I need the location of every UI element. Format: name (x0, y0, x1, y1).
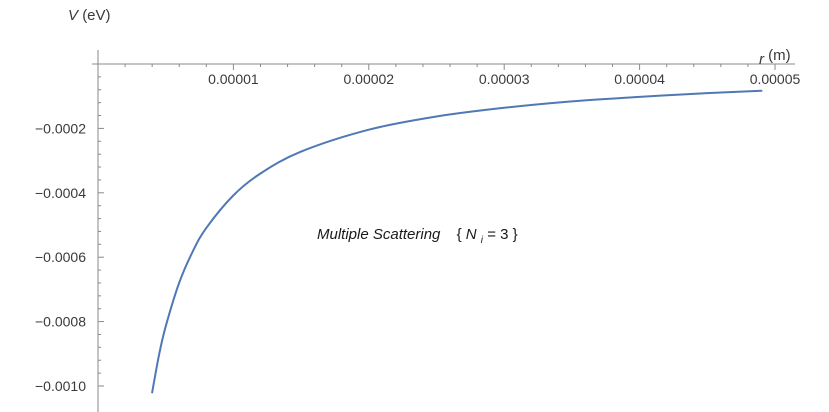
x-tick-labels: 0.00001 0.00002 0.00003 0.00004 0.00005 (208, 71, 800, 87)
y-tick-label: −0.0004 (35, 185, 86, 201)
y-tick-label: −0.0008 (35, 314, 86, 330)
x-tick-label: 0.00004 (614, 71, 665, 87)
x-tick-label: 0.00001 (208, 71, 259, 87)
x-axis: 0.00001 0.00002 0.00003 0.00004 0.00005 (92, 63, 801, 87)
annotation-param-value: 3 (500, 226, 508, 243)
y-axis: −0.0002 −0.0004 −0.0006 −0.0008 −0.0010 (35, 50, 104, 412)
x-axis-symbol: r (759, 51, 765, 68)
y-tick-label: −0.0010 (35, 378, 86, 394)
x-axis-unit: (m) (768, 47, 791, 64)
x-major-ticks (232, 64, 776, 70)
x-tick-label: 0.00003 (479, 71, 530, 87)
annotation-equals: = (487, 226, 500, 243)
chart-annotation: Multiple Scattering { N i = 3 } (317, 226, 518, 247)
y-tick-label: −0.0002 (35, 120, 86, 136)
annotation-open-brace: { (457, 226, 462, 243)
annotation-text: Multiple Scattering (317, 226, 441, 243)
x-tick-label: 0.00005 (750, 71, 801, 87)
y-axis-symbol: V (68, 7, 80, 24)
annotation-close-brace: } (513, 226, 518, 243)
y-axis-title: V (eV) (68, 7, 111, 24)
x-minor-ticks (124, 64, 749, 67)
series-line (151, 89, 763, 394)
annotation-param-symbol: N (466, 226, 477, 243)
y-minor-ticks (98, 76, 101, 374)
x-tick-label: 0.00002 (343, 71, 394, 87)
x-axis-title: r (m) (759, 47, 791, 68)
y-major-ticks (98, 127, 104, 387)
y-tick-labels: −0.0002 −0.0004 −0.0006 −0.0008 −0.0010 (35, 120, 86, 394)
y-axis-unit: (eV) (82, 7, 110, 24)
annotation-param-subscript: i (481, 235, 484, 246)
y-tick-label: −0.0006 (35, 249, 86, 265)
